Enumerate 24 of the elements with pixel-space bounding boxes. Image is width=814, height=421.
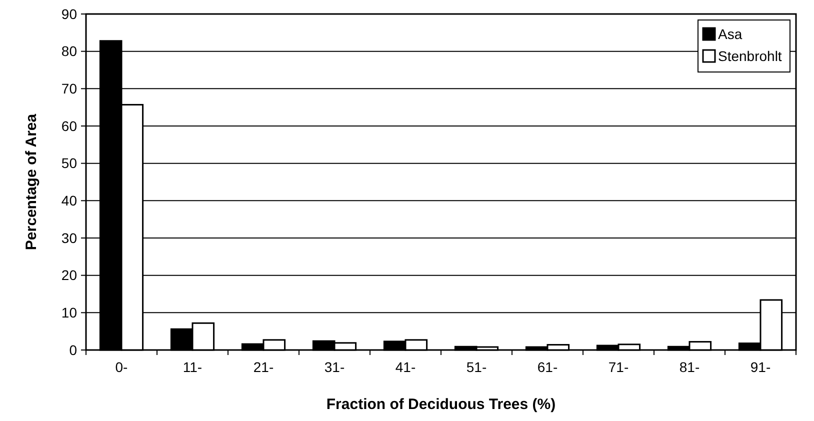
- legend-label: Asa: [718, 26, 742, 42]
- y-tick-label: 20: [61, 267, 78, 284]
- x-tick-label: 0-: [115, 359, 128, 375]
- y-tick-label: 60: [61, 118, 78, 134]
- y-tick-label: 40: [61, 192, 78, 209]
- y-axis-title: Percentage of Area: [23, 113, 40, 250]
- x-axis-title: Fraction of Deciduous Trees (%): [326, 396, 556, 413]
- x-tick-label: 71-: [608, 359, 629, 375]
- legend-label: Stenbrohlt: [718, 48, 782, 64]
- x-tick-label: 81-: [679, 359, 700, 375]
- y-tick-label: 0: [69, 342, 78, 358]
- y-tick-label: 50: [61, 155, 78, 172]
- y-tick-label: 80: [61, 43, 78, 60]
- y-tick-label: 70: [61, 80, 78, 97]
- x-tick-label: 61-: [537, 359, 558, 375]
- x-tick-label: 31-: [324, 359, 345, 375]
- x-tick-label: 21-: [253, 359, 274, 375]
- y-tick-label: 30: [61, 230, 78, 246]
- y-tick-label: 90: [61, 6, 78, 22]
- x-tick-label: 51-: [466, 359, 487, 375]
- x-tick-label: 41-: [395, 359, 416, 375]
- x-tick-label: 91-: [750, 359, 771, 375]
- x-tick-label: 11-: [182, 359, 202, 375]
- y-tick-label: 10: [61, 304, 78, 321]
